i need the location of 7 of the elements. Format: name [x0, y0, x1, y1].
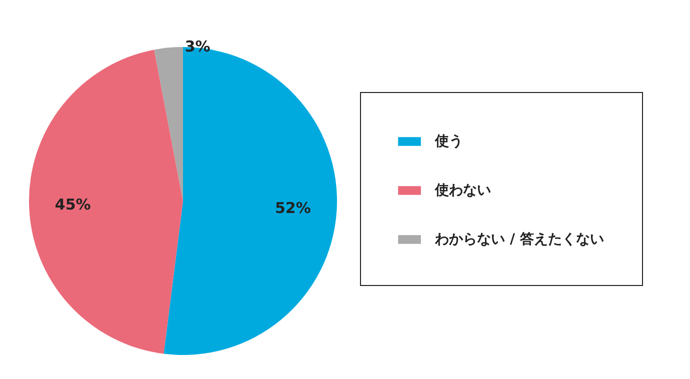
pie-slice: [29, 50, 183, 354]
pie-slice: [154, 47, 183, 201]
data-label: 52%: [275, 198, 311, 217]
legend-label: 使う: [434, 134, 463, 150]
legend-label: わからない / 答えたくない: [434, 232, 604, 248]
data-label: 45%: [54, 195, 91, 214]
legend-label: 使わない: [434, 182, 491, 198]
